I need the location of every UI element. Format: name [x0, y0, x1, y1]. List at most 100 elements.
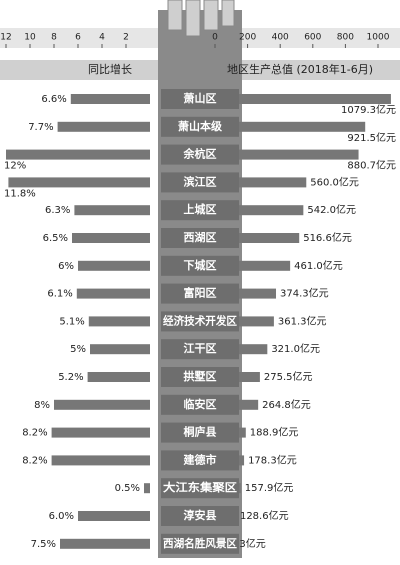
- value-label: 361.3亿元: [278, 314, 327, 327]
- bar: [215, 260, 291, 271]
- category-label: 经济技术开发区: [163, 313, 237, 327]
- value-label: 157.9亿元: [245, 481, 294, 494]
- category-label: 上城区: [184, 202, 217, 216]
- category-box: [161, 311, 239, 332]
- category-box: [161, 533, 239, 554]
- x-tick-label: 200: [239, 33, 256, 43]
- bar: [76, 288, 150, 299]
- value-label: 5.1%: [59, 316, 84, 327]
- value-label: 560.0亿元: [310, 175, 359, 188]
- category-box: [161, 89, 239, 109]
- x-tick-label: 6: [75, 33, 81, 43]
- value-label: 188.9亿元: [250, 426, 299, 439]
- category-label: 富阳区: [184, 286, 217, 300]
- bar: [51, 427, 150, 438]
- category-box: [161, 450, 239, 471]
- category-label: 西湖区: [184, 230, 217, 244]
- bar: [144, 483, 150, 494]
- category-box: [161, 172, 239, 193]
- bar: [215, 233, 300, 243]
- value-label: 6.6%: [41, 94, 66, 105]
- x-tick-label: 800: [337, 33, 354, 43]
- value-label: 321.0亿元: [271, 342, 320, 355]
- value-label: 8.2%: [22, 428, 47, 439]
- value-label: 7.5%: [31, 539, 56, 550]
- category-box: [161, 394, 239, 415]
- category-label: 桐庐县: [184, 425, 217, 439]
- bar: [215, 344, 268, 355]
- value-label: 128.6亿元: [240, 509, 289, 522]
- x-tick-label: 0: [212, 33, 218, 43]
- category-box: [161, 506, 239, 526]
- right-header: 地区生产总值 (2018年1-6月): [227, 62, 373, 76]
- category-label: 淳安县: [184, 508, 217, 522]
- value-label: 374.3亿元: [280, 287, 329, 300]
- bar: [54, 399, 150, 410]
- value-label: 275.5亿元: [264, 370, 313, 383]
- category-box: [161, 200, 239, 221]
- x-tick-label: 600: [304, 33, 321, 43]
- category-box: [161, 422, 239, 443]
- category-box: [161, 144, 239, 165]
- value-label: 461.0亿元: [294, 259, 343, 272]
- bar: [74, 205, 150, 216]
- bar: [215, 177, 307, 188]
- category-label: 临安区: [184, 397, 217, 411]
- category-label: 萧山区: [184, 91, 217, 105]
- x-tick-label: 4: [99, 33, 105, 43]
- bar: [88, 316, 150, 327]
- bar: [51, 455, 150, 466]
- category-box: [161, 478, 239, 499]
- category-label: 大江东集聚区: [163, 480, 237, 494]
- category-label: 滨江区: [184, 174, 217, 188]
- value-label: 6.5%: [43, 233, 68, 244]
- value-label: 11.8%: [4, 188, 36, 199]
- category-label: 建德市: [184, 452, 217, 466]
- category-label: 拱墅区: [184, 369, 217, 383]
- bar: [72, 233, 150, 243]
- category-label: 萧山本级: [178, 119, 223, 133]
- category-box: [161, 228, 239, 248]
- value-label: 6.3%: [45, 205, 70, 216]
- bar: [215, 288, 277, 299]
- bar: [87, 372, 150, 382]
- value-label: 880.7亿元: [347, 159, 396, 172]
- x-tick-label: 12: [0, 33, 11, 43]
- value-label: 8%: [34, 400, 50, 411]
- bar: [6, 149, 150, 160]
- x-tick-label: 10: [24, 33, 36, 43]
- value-label: 5%: [70, 344, 86, 355]
- value-label: 6.1%: [47, 289, 72, 300]
- value-label: 178.3亿元: [248, 453, 297, 466]
- bar: [215, 94, 391, 104]
- value-label: 6%: [58, 261, 74, 272]
- value-label: 7.7%: [28, 122, 53, 133]
- category-label: 西湖名胜风景区: [163, 536, 237, 550]
- bar: [78, 511, 150, 521]
- left-header: 同比增长: [88, 62, 132, 76]
- value-label: 6.0%: [49, 511, 74, 522]
- value-label: 542.0亿元: [307, 203, 356, 216]
- bar: [215, 121, 366, 132]
- x-tick-label: 2: [123, 33, 129, 43]
- value-label: 0.5%: [115, 483, 140, 494]
- bar: [215, 316, 274, 327]
- category-box: [161, 255, 239, 276]
- x-tick-label: 8: [51, 33, 57, 43]
- category-label: 下城区: [184, 258, 217, 272]
- building-icon: [167, 0, 235, 37]
- category-label: 江干区: [184, 341, 217, 355]
- category-box: [161, 367, 239, 387]
- bar: [215, 205, 304, 216]
- value-label: 12%: [4, 161, 26, 172]
- bar: [8, 177, 151, 188]
- value-label: 5.2%: [58, 372, 83, 383]
- x-tick-label: 400: [272, 33, 289, 43]
- category-box: [161, 339, 239, 360]
- value-label: 921.5亿元: [347, 131, 396, 144]
- value-label: 516.6亿元: [303, 231, 352, 244]
- bar: [90, 344, 150, 355]
- bar: [60, 538, 150, 549]
- category-label: 余杭区: [183, 147, 217, 161]
